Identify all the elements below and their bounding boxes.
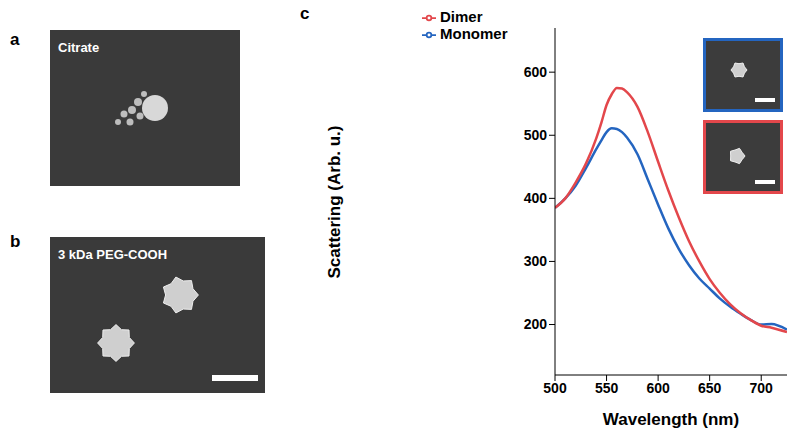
- svg-text:700: 700: [750, 380, 774, 396]
- html-text:c: c: [300, 4, 310, 23]
- svg-text:650: 650: [698, 380, 722, 396]
- svg-text:300: 300: [524, 253, 548, 269]
- html-text:Monomer: Monomer: [440, 25, 508, 42]
- svg-text:500: 500: [524, 127, 548, 143]
- svg-text:Wavelength (nm): Wavelength (nm): [603, 410, 739, 429]
- svg-text:400: 400: [524, 190, 548, 206]
- html-text:b: b: [10, 232, 21, 251]
- svg-text:200: 200: [524, 316, 548, 332]
- svg-text:550: 550: [595, 380, 619, 396]
- svg-text:Citrate: Citrate: [58, 40, 99, 55]
- html-text:Scattering (Arb. u.): Scattering (Arb. u.): [325, 125, 344, 279]
- html-text:a: a: [10, 30, 20, 49]
- svg-text:3 kDa PEG-COOH: 3 kDa PEG-COOH: [58, 247, 167, 262]
- svg-text:600: 600: [524, 64, 548, 80]
- svg-text:500: 500: [543, 380, 567, 396]
- html-text:Dimer: Dimer: [440, 8, 483, 25]
- svg-text:600: 600: [646, 380, 670, 396]
